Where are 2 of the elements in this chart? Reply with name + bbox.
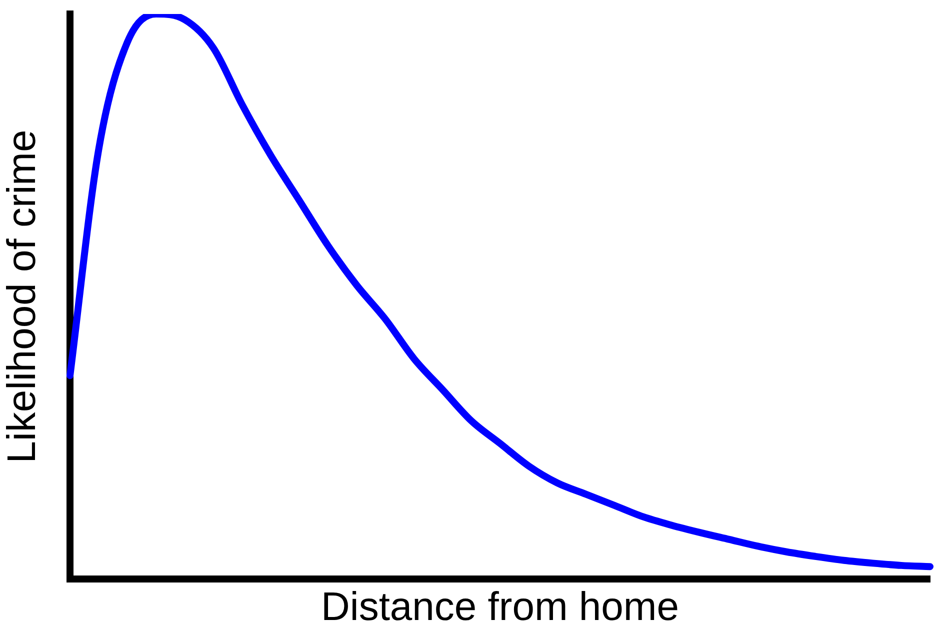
y-axis-title: Likelihood of crime (0, 130, 44, 464)
x-axis-title: Distance from home (321, 585, 679, 630)
